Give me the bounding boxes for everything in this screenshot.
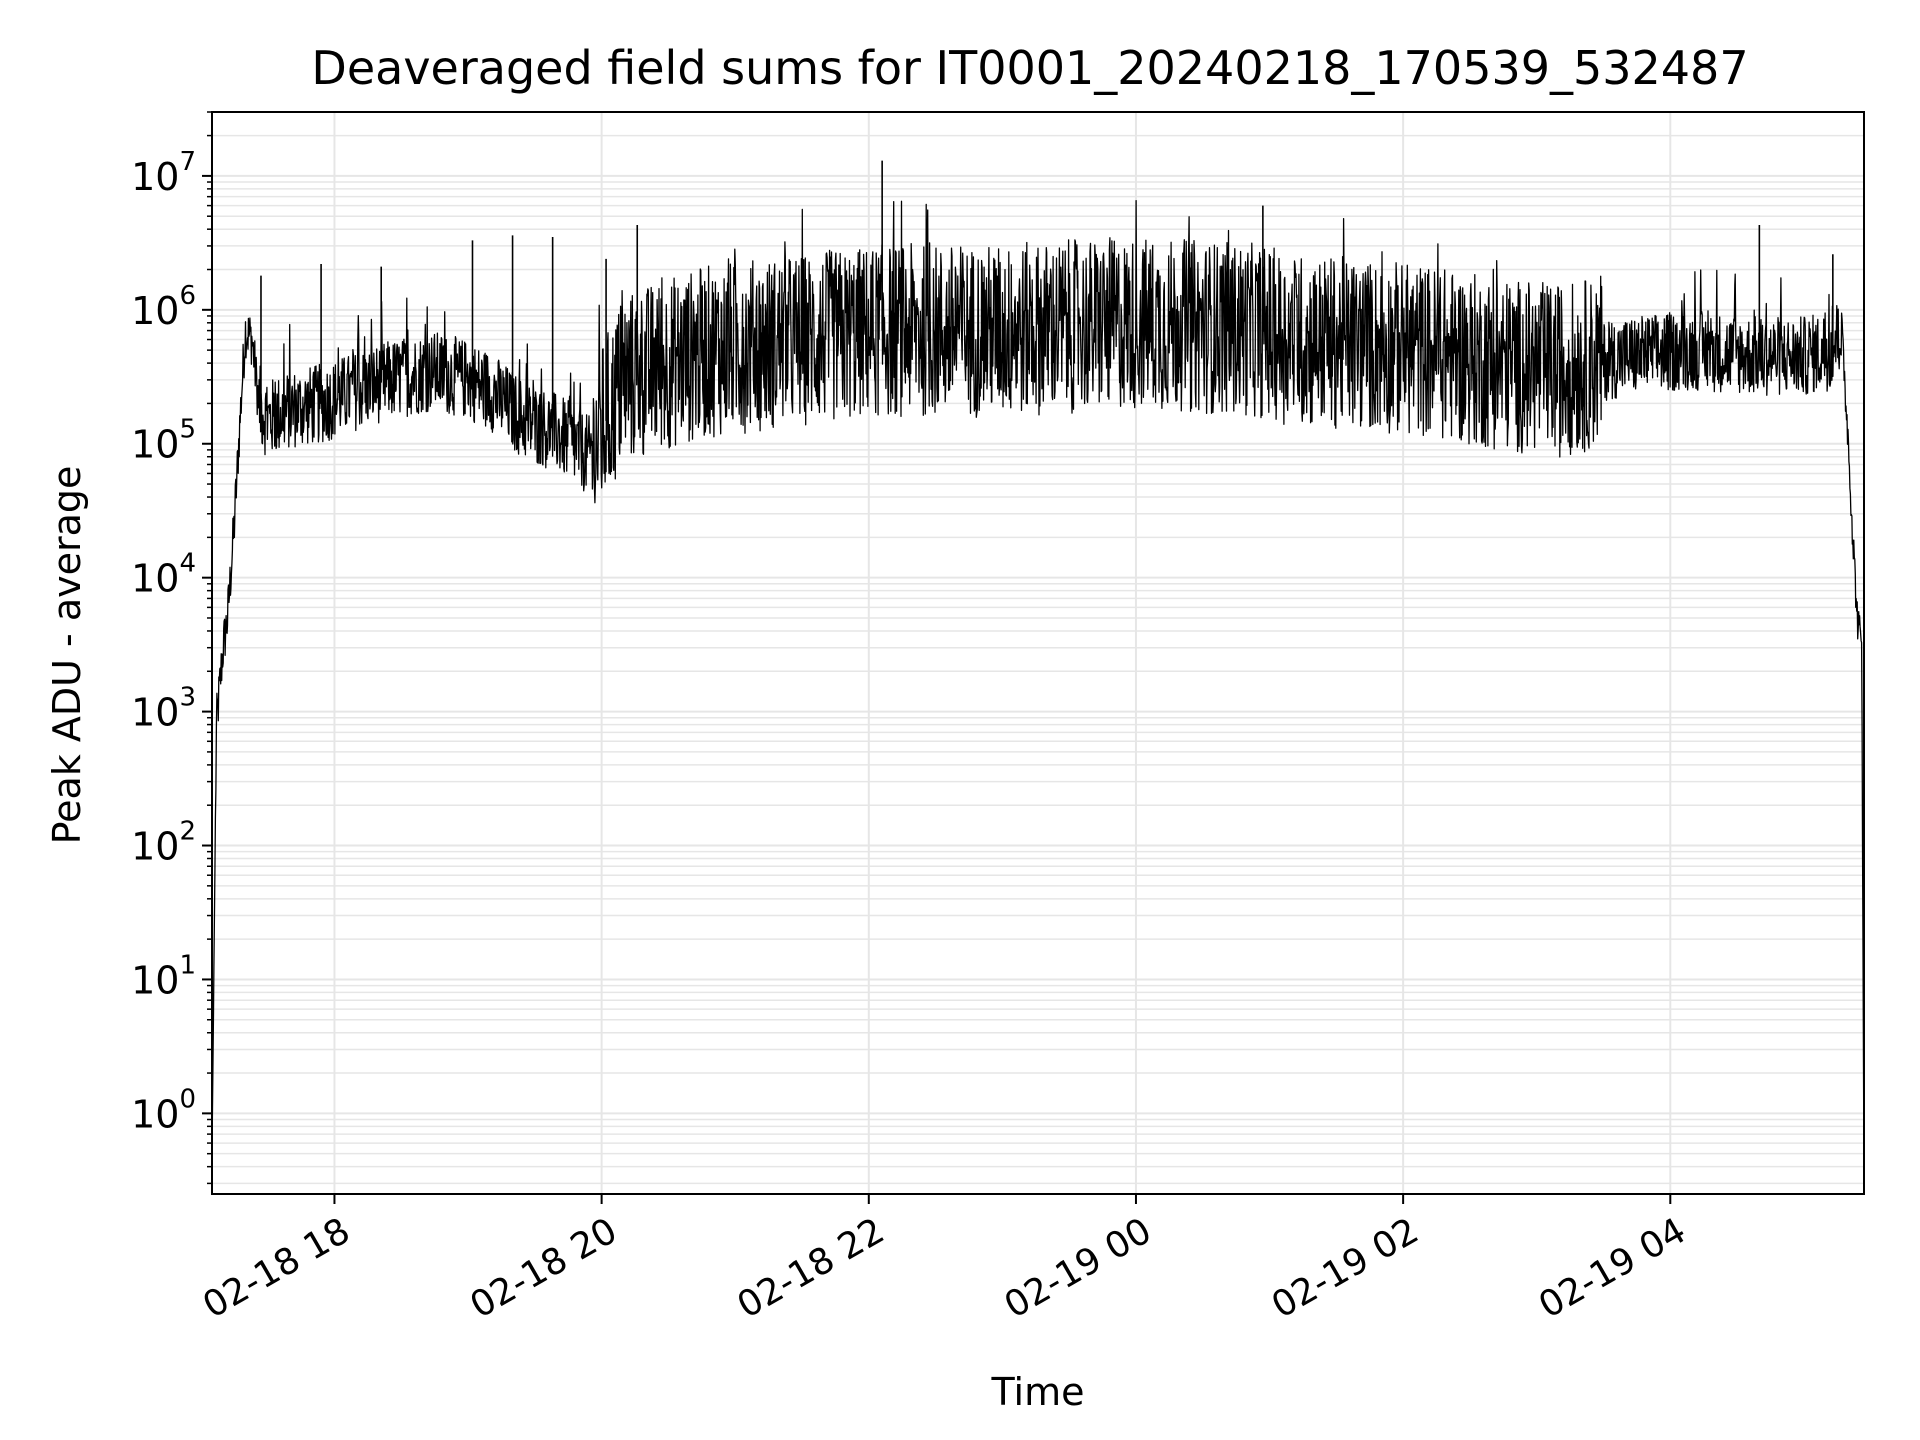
- plot-series: [211, 160, 1865, 1184]
- x-axis-label: Time: [991, 1370, 1085, 1414]
- y-tick-exponent: 3: [179, 683, 196, 713]
- y-tick-exponent: 2: [179, 817, 196, 847]
- y-axis-label: Peak ADU - average: [45, 466, 89, 845]
- y-tick-exponent: 1: [179, 950, 196, 980]
- chart-title: Deaveraged field sums for IT0001_2024021…: [311, 41, 1748, 95]
- plot-frame: [211, 111, 1865, 1195]
- y-tick-exponent: 7: [179, 147, 196, 177]
- y-tick-exponent: 6: [179, 281, 196, 311]
- y-tick-exponent: 5: [179, 415, 196, 445]
- y-tick-exponent: 4: [179, 549, 196, 579]
- y-tick-exponent: 0: [179, 1084, 196, 1114]
- series-line: [211, 200, 1865, 1184]
